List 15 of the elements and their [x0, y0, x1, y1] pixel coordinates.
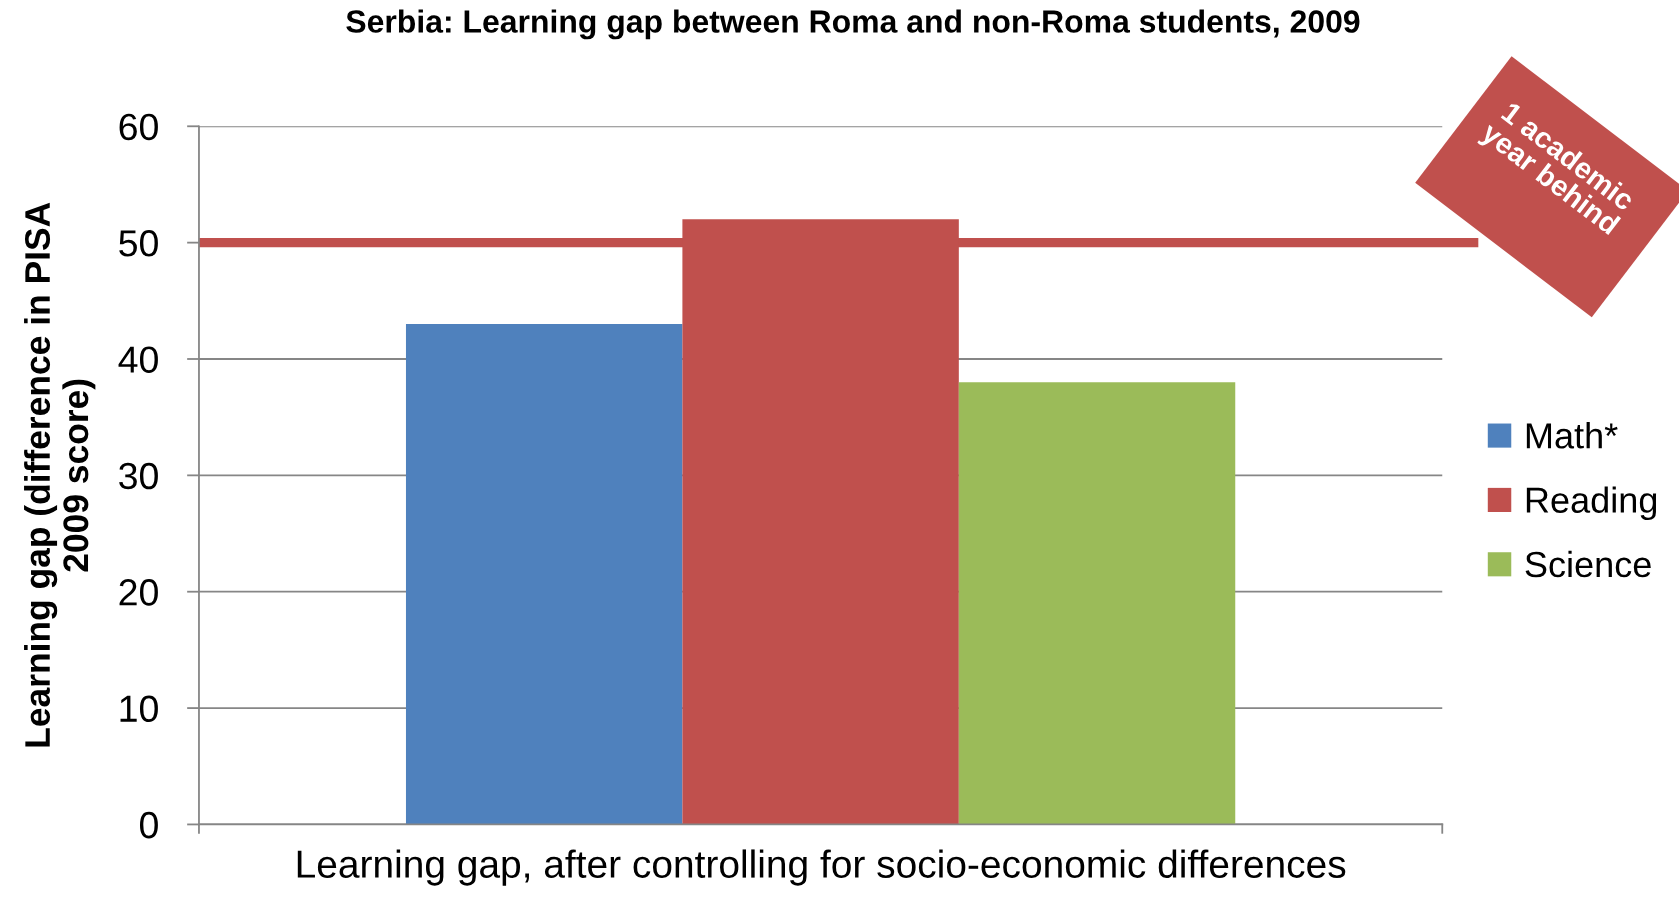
y-tick-label: 40	[118, 346, 158, 373]
y-tick-label: 60	[119, 113, 158, 141]
legend-label: Science	[1525, 550, 1651, 578]
bar	[958, 382, 1236, 825]
chart-title: Serbia: Learning gap between Roma and non-Roma students, 2009	[346, 9, 1360, 40]
y-tick-label: 0	[139, 811, 158, 839]
legend-label: Reading	[1526, 486, 1657, 521]
x-tick-label: Learning gap, after controlling for socio-economic differences	[297, 849, 1346, 886]
y-tick-label: 20	[119, 579, 158, 606]
bar	[405, 324, 683, 825]
y-tick-label: 10	[120, 695, 158, 723]
y-axis-title: Learning gap (difference in PISA 2009 score)	[24, 202, 96, 747]
y-tick-label: 30	[119, 462, 158, 490]
legend-label: Math*	[1526, 422, 1618, 449]
y-tick-label: 50	[119, 230, 158, 257]
